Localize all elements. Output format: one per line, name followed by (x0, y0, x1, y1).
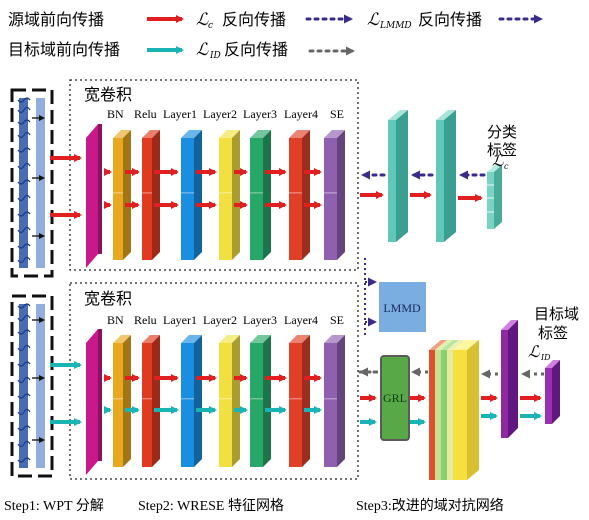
bottom-layer-label-layer4: Layer4 (284, 313, 318, 327)
top-layer-label-se: SE (330, 107, 344, 121)
class-label-line1: 分类 (487, 123, 517, 141)
top-layer-label-layer4: Layer4 (284, 107, 318, 121)
bottom-layer-label-layer1: Layer1 (163, 313, 197, 327)
legend-lc-sub: c (208, 21, 213, 31)
lmmd-box-label: LMMD (383, 301, 421, 315)
wpt-top-dashed-box (10, 88, 54, 278)
stack-plane-3 (441, 350, 447, 480)
legend: 源域前向传播 ℒ c 反向传播 ℒ LMMD 反向传播 目标域前向传播 ℒ ID… (8, 10, 543, 61)
class-output-block (487, 172, 494, 229)
domain-label-line2: 标签 (538, 324, 568, 342)
step2-caption: Step2: WRESE 特征网格 (138, 498, 284, 514)
classifier-head: 分类 标签 ℒ c (360, 110, 517, 242)
top-layer-label-layer2: Layer2 (203, 107, 237, 121)
bottom-block-bn (113, 335, 131, 467)
bottom-layer-label-layer2: Layer2 (203, 313, 237, 327)
bottom-block-se (324, 335, 345, 467)
top-layer-label-layer1: Layer1 (163, 107, 197, 121)
bottom-block-layer3 (250, 335, 271, 467)
legend-lid-sub: ID (209, 51, 221, 61)
wrese-bottom-container (69, 282, 359, 480)
grl-box-label: GRL (383, 391, 407, 405)
wrese-top-container (69, 79, 359, 271)
bottom-block-layer4 (289, 335, 310, 467)
step3-caption: Step3:改进的域对抗网络 (356, 498, 504, 514)
lmmd-box (379, 282, 426, 332)
grl-box (380, 355, 410, 441)
stack-plane-5 (453, 350, 467, 480)
wpt-top-waveform-2 (36, 98, 45, 268)
legend-lid-symbol: ℒ (196, 40, 209, 60)
top-block-se (324, 130, 345, 260)
domain-adaptation-head: LMMD GRL (358, 258, 579, 480)
stack-plane-4 (447, 350, 453, 480)
top-block-layer1 (181, 130, 202, 260)
top-wide-conv-block (86, 124, 102, 268)
legend-lmmd-symbol: ℒ (367, 10, 380, 30)
bottom-layer-label-layer3: Layer3 (243, 313, 277, 327)
top-layer-label-layer3: Layer3 (243, 107, 277, 121)
class-loss-symbol: ℒ (492, 151, 504, 170)
legend-lmmd-sub: LMMD (379, 21, 412, 31)
bottom-wide-conv-block (86, 329, 102, 475)
top-block-bn (113, 130, 131, 260)
top-block-relu (142, 130, 160, 260)
step1-caption: Step1: WPT 分解 (4, 498, 104, 514)
stack-plane-1 (429, 350, 435, 480)
legend-lid-text: 反向传播 (224, 40, 288, 59)
wpt-bottom-dashed-box (10, 294, 54, 478)
top-layer-label-bn: BN (107, 107, 124, 121)
bottom-block-layer1 (181, 335, 202, 467)
domain-loss-sub: ID (540, 353, 551, 362)
wpt-top-noise (17, 97, 31, 264)
fc-block-2 (436, 120, 444, 242)
legend-lc-text: 反向传播 (222, 10, 286, 29)
class-label-line2: 标签 (487, 141, 517, 159)
bottom-layer-label-relu: Relu (134, 313, 157, 327)
class-loss-sub: c (504, 162, 509, 171)
top-layer-blocks (86, 124, 345, 268)
legend-source-forward: 源域前向传播 (8, 10, 104, 29)
legend-lc-symbol: ℒ (196, 10, 209, 30)
fc-block-1 (388, 120, 396, 242)
bottom-layer-labels: BN Relu Layer1 Layer2 Layer3 Layer4 SE (107, 313, 344, 327)
stack-plane-2 (435, 350, 441, 480)
wpt-signal-top (10, 88, 54, 278)
bottom-block-relu (142, 335, 160, 467)
top-wide-conv-label: 宽卷积 (84, 85, 132, 104)
bottom-wide-conv-label: 宽卷积 (84, 289, 132, 308)
domain-output-block (545, 368, 552, 424)
bottom-layer-label-se: SE (330, 313, 344, 327)
domain-loss-symbol: ℒ (528, 342, 540, 361)
legend-lmmd-text: 反向传播 (418, 10, 482, 29)
domain-fc-block (501, 330, 508, 438)
top-layer-labels: BN Relu Layer1 Layer2 Layer3 Layer4 SE (107, 107, 344, 121)
top-block-layer2 (219, 130, 240, 260)
top-layer-label-relu: Relu (134, 107, 157, 121)
top-block-layer3 (250, 130, 271, 260)
domain-label-line1: 目标域 (534, 305, 579, 323)
wpt-bottom-waveform (19, 304, 28, 468)
bottom-block-layer2 (219, 335, 240, 467)
flow-arrows (50, 154, 322, 426)
bottom-layer-blocks (86, 329, 345, 475)
top-block-layer4 (289, 130, 310, 260)
wpt-signal-bottom (10, 294, 54, 478)
bottom-layer-label-bn: BN (107, 313, 124, 327)
wpt-bottom-waveform-2 (36, 304, 45, 468)
wpt-bottom-noise (17, 303, 31, 463)
legend-target-forward: 目标域前向传播 (8, 40, 120, 59)
